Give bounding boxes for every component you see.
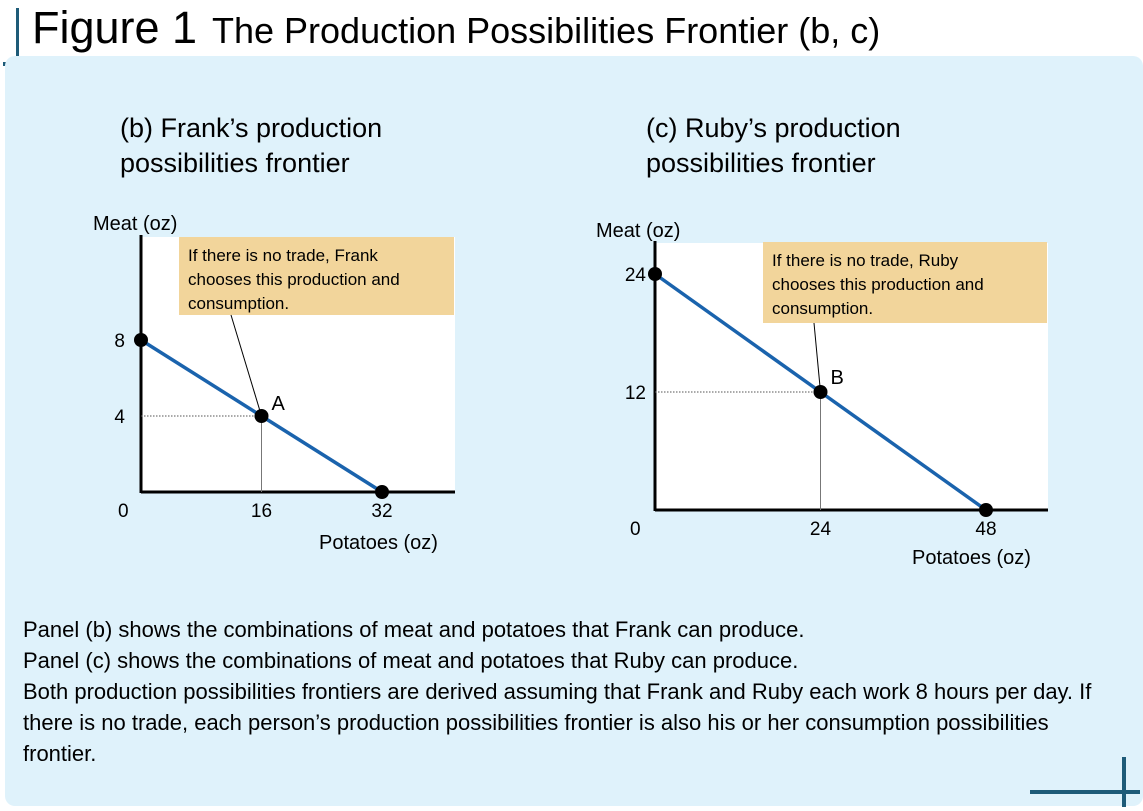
frank-panel-title-line: (b) Frank’s production bbox=[120, 113, 382, 143]
caption-line-1: Panel (b) shows the combinations of meat… bbox=[23, 617, 805, 642]
ruby-point bbox=[813, 385, 828, 399]
ruby-callout-text-line: consumption. bbox=[772, 299, 873, 318]
frank-x-axis-label: Potatoes (oz) bbox=[319, 532, 438, 554]
frank-y-tick-label: 4 bbox=[114, 407, 125, 428]
frank-origin-label: 0 bbox=[118, 501, 129, 522]
ruby-callout-leader bbox=[813, 322, 821, 393]
caption-line-3: Both production possibilities frontiers … bbox=[23, 679, 1092, 766]
caption-line-2: Panel (c) shows the combinations of meat… bbox=[23, 648, 799, 673]
ruby-y-tick-label: 24 bbox=[625, 265, 647, 286]
frank-x-tick-label: 16 bbox=[251, 501, 272, 522]
ruby-y-tick-label: 12 bbox=[625, 383, 646, 404]
ruby-point bbox=[979, 503, 993, 517]
frank-point bbox=[134, 333, 148, 347]
corner-bar-horizontal bbox=[1030, 790, 1140, 794]
frank-callout-box bbox=[179, 237, 454, 315]
figure-title: Figure 1 The Production Possibilities Fr… bbox=[32, 2, 880, 54]
figure-caption: Panel (b) shows the combinations of meat… bbox=[23, 614, 1123, 769]
ruby-origin-label: 0 bbox=[630, 519, 641, 540]
frank-x-tick-label: 32 bbox=[371, 501, 392, 522]
frank-callout-text-line: chooses this production and bbox=[188, 270, 400, 289]
frank-point bbox=[254, 409, 269, 423]
figure-title-text: The Production Possibilities Frontier (b… bbox=[211, 10, 881, 51]
ruby-y-axis-label: Meat (oz) bbox=[596, 220, 680, 242]
ruby-x-tick-label: 24 bbox=[810, 519, 832, 540]
ruby-callout-text-line: If there is no trade, Ruby bbox=[772, 251, 959, 270]
figure-label: Figure 1 bbox=[32, 2, 198, 53]
ruby-callout-text-line: chooses this production and bbox=[772, 275, 984, 294]
frank-panel-title-line: possibilities frontier bbox=[120, 148, 350, 178]
frank-callout-text-line: If there is no trade, Frank bbox=[188, 246, 378, 265]
frank-y-axis-label: Meat (oz) bbox=[93, 213, 177, 235]
ruby-x-axis-label: Potatoes (oz) bbox=[912, 547, 1031, 569]
ruby-callout-box bbox=[763, 242, 1047, 323]
frank-point-label: A bbox=[272, 393, 286, 415]
corner-bar-vertical bbox=[1122, 757, 1126, 807]
frank-callout-text-line: consumption. bbox=[188, 294, 289, 313]
ruby-panel-title-line: possibilities frontier bbox=[646, 148, 876, 178]
frank-point bbox=[375, 485, 389, 499]
ruby-x-tick-label: 48 bbox=[975, 519, 996, 540]
ruby-point bbox=[648, 267, 662, 281]
title-bar-vertical bbox=[16, 8, 19, 76]
frank-callout-leader bbox=[230, 314, 262, 417]
ruby-point-label: B bbox=[831, 367, 844, 389]
ruby-panel-title-line: (c) Ruby’s production bbox=[646, 113, 901, 143]
frank-y-tick-label: 8 bbox=[114, 331, 125, 352]
